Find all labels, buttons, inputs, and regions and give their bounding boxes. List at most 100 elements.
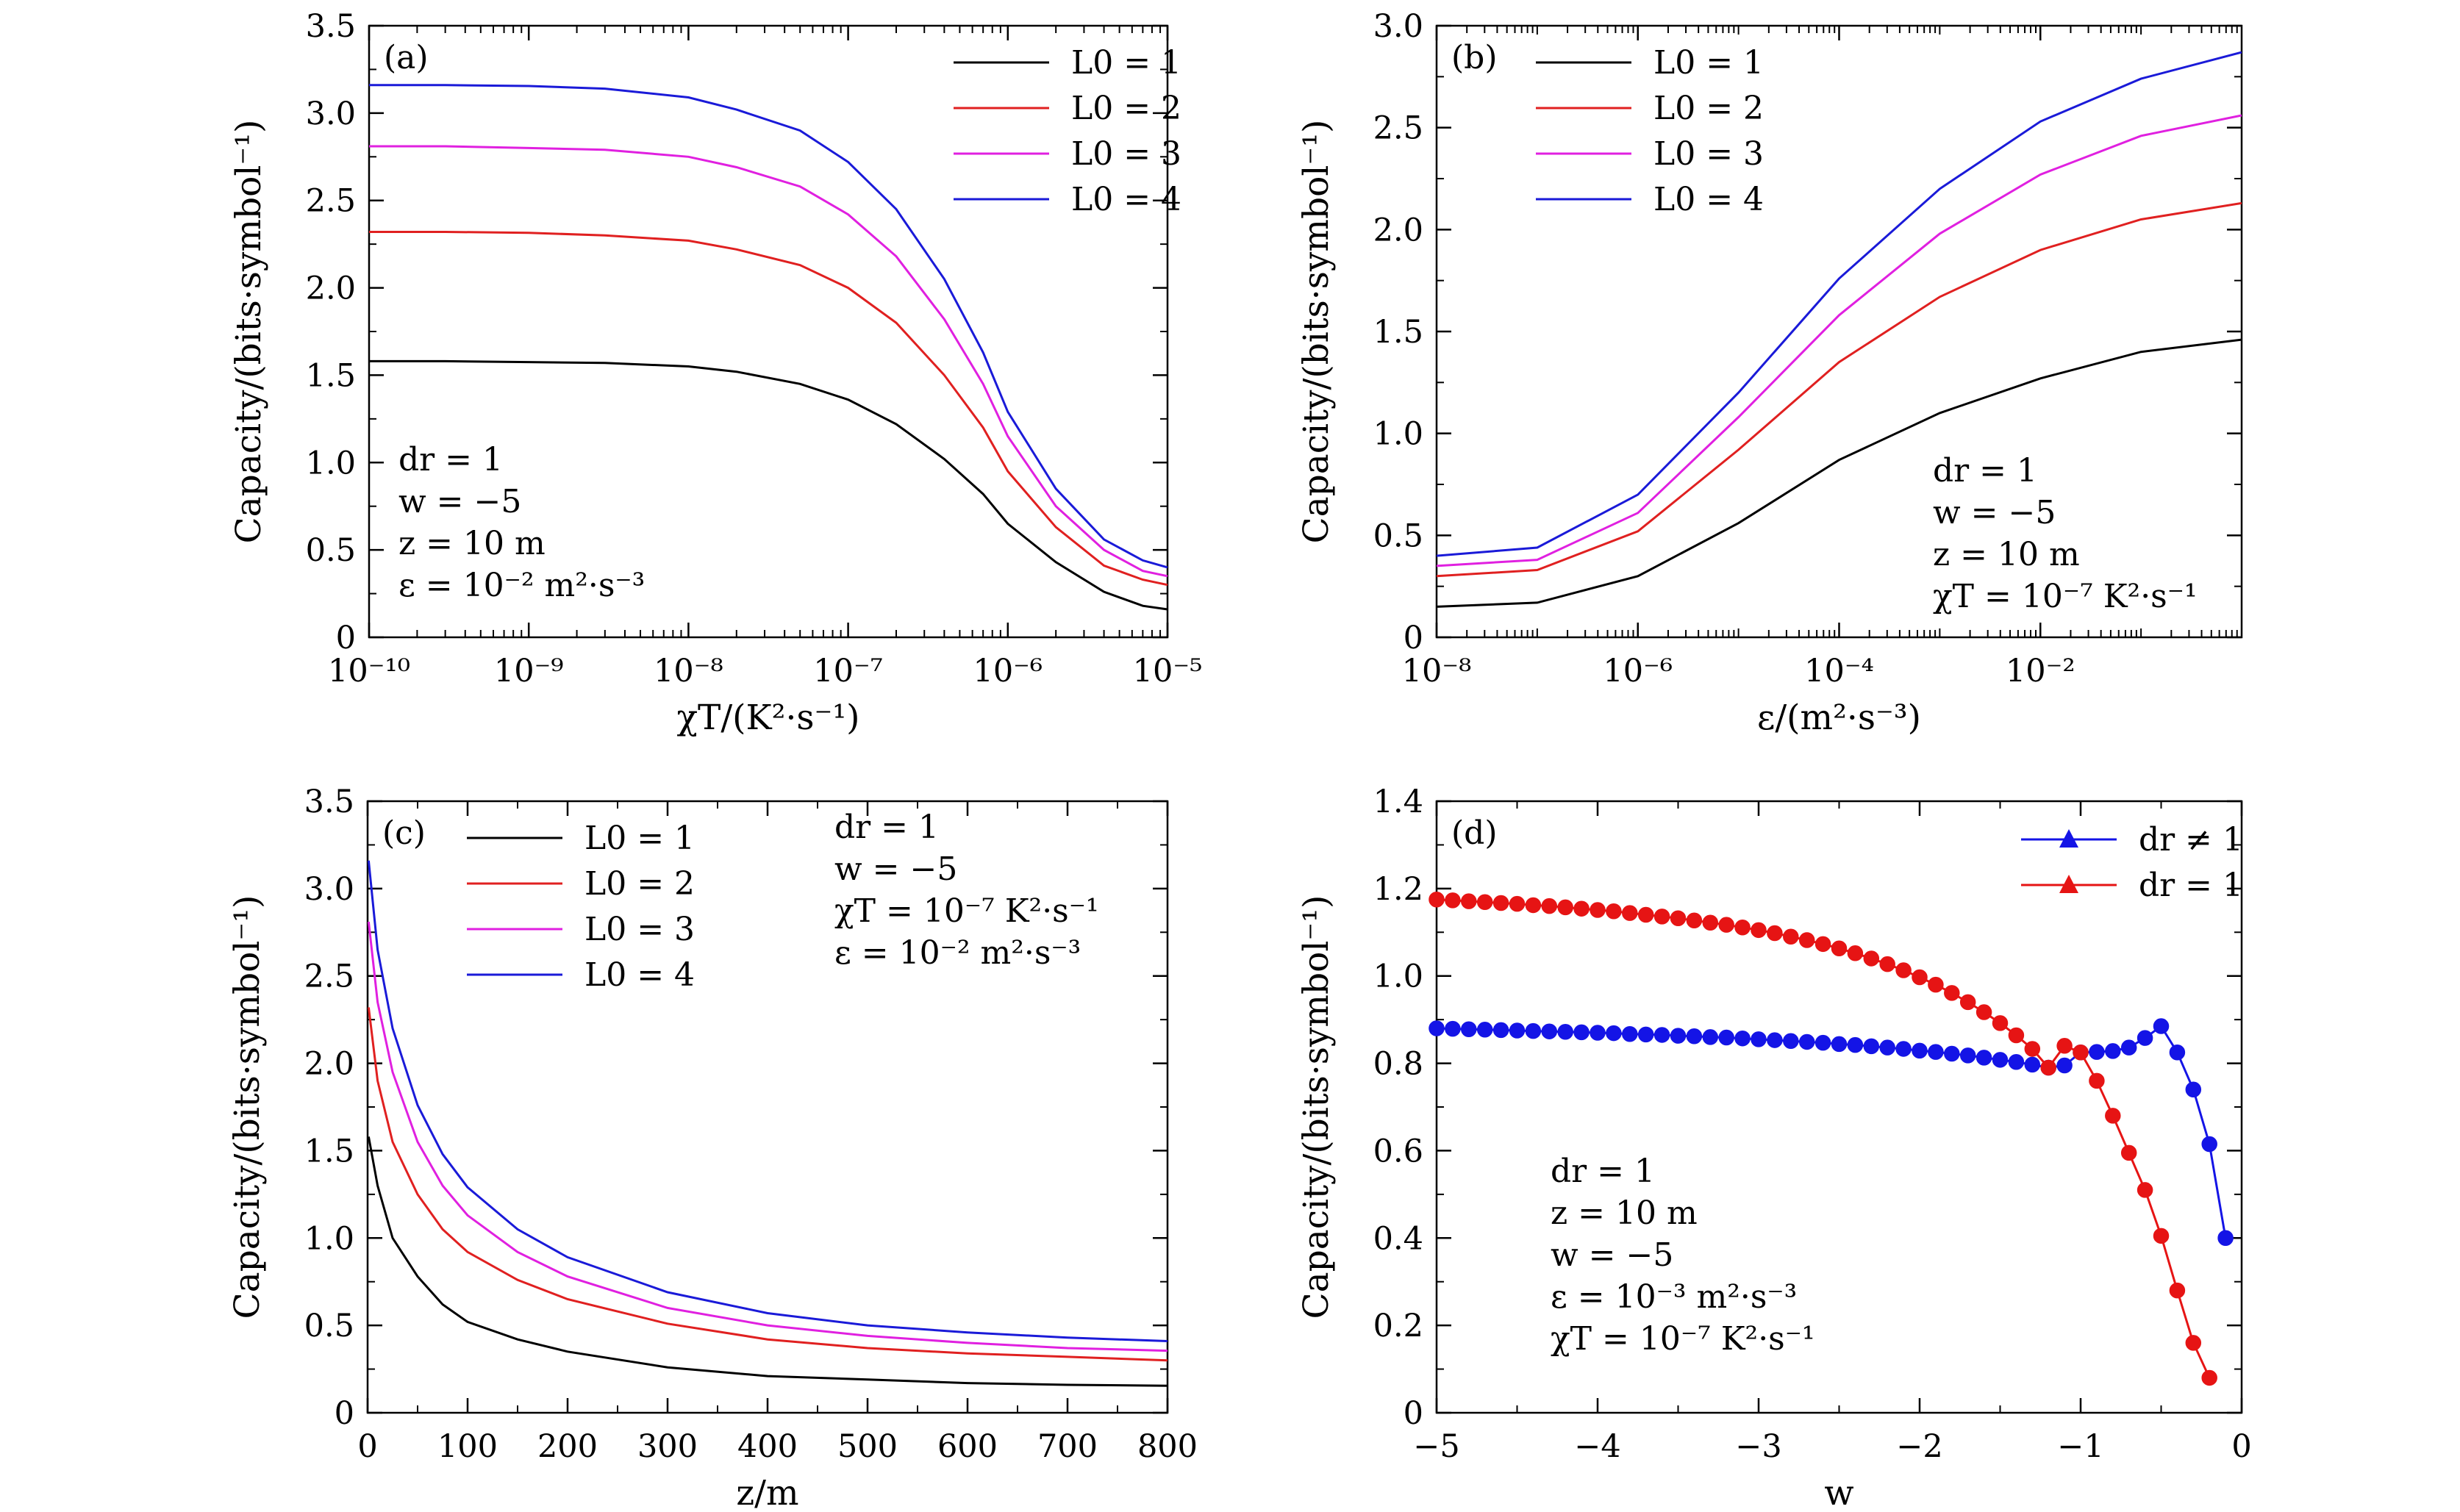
annotation-text: χT = 10⁻⁷ K²·s⁻¹ <box>1933 578 2198 615</box>
data-point <box>2120 1039 2137 1056</box>
series-line-L0-1 <box>1436 338 2242 608</box>
annotation-text: dr = 1 <box>398 441 503 479</box>
series-line-L0-4 <box>367 860 1168 1342</box>
legend-label: L0 = 4 <box>1071 181 1181 218</box>
legend-triangle-marker <box>2059 875 2078 893</box>
legend-label: dr ≠ 1 <box>2139 821 2243 859</box>
data-point <box>1637 906 1654 923</box>
panel-d: −5 −4 −3 −2 −1 0 0 0.2 0.4 0.6 0.8 1.0 1.2 1.4 w Capaci… <box>1296 784 2252 1512</box>
legend-label: L0 = 2 <box>1071 90 1181 127</box>
x-tick-label: 600 <box>937 1428 998 1465</box>
x-tick-label: 100 <box>437 1428 498 1465</box>
x-tick-label: 400 <box>737 1428 798 1465</box>
data-point <box>1557 899 1573 916</box>
legend-label: L0 = 3 <box>1071 135 1181 173</box>
data-point <box>1734 1030 1751 1047</box>
data-point <box>2105 1108 2121 1124</box>
legend-label: L0 = 4 <box>584 956 695 994</box>
series-line-L0-3 <box>367 921 1168 1352</box>
y-tick-label: 0.4 <box>1373 1220 1423 1257</box>
y-tick-label: 2.0 <box>306 270 356 307</box>
y-tick-label: 1.0 <box>306 445 356 481</box>
data-point <box>1734 919 1751 936</box>
legend-label: L0 = 4 <box>1653 181 1764 218</box>
annotation-text: w = −5 <box>1551 1236 1673 1274</box>
data-point <box>1831 940 1848 957</box>
y-tick-label: 0.8 <box>1373 1046 1423 1083</box>
y-tick-label: 0 <box>1404 620 1423 656</box>
data-point <box>2056 1038 2073 1054</box>
legend-label: L0 = 1 <box>584 820 695 857</box>
data-point <box>1863 950 1880 967</box>
data-point <box>1702 914 1719 931</box>
data-point <box>1718 917 1734 933</box>
data-point <box>1992 1052 2009 1068</box>
data-point <box>1429 891 1445 908</box>
annotation-text: dr = 1 <box>1551 1153 1655 1190</box>
data-point <box>1928 976 1944 993</box>
data-point <box>1959 994 1976 1011</box>
panel-tag: (c) <box>382 814 426 852</box>
y-tick-label: 2.5 <box>306 183 356 220</box>
x-tick-label: 10⁻⁵ <box>1133 653 1203 689</box>
panel-tag: (d) <box>1451 814 1498 852</box>
data-point <box>2056 1057 2073 1074</box>
data-point <box>1429 1020 1445 1036</box>
data-point <box>2008 1027 2025 1044</box>
annotation-text: dr = 1 <box>1933 452 2037 490</box>
y-tick-label: 1.5 <box>306 357 356 394</box>
data-point <box>1525 897 1542 914</box>
x-axis-label: z/m <box>736 1473 798 1512</box>
data-point <box>1653 909 1670 925</box>
data-point <box>1573 1024 1590 1041</box>
x-tick-label: 700 <box>1037 1428 1098 1465</box>
legend-label: L0 = 2 <box>1653 90 1764 127</box>
data-point <box>2137 1182 2153 1198</box>
data-point <box>1590 1025 1606 1041</box>
data-point <box>1863 1038 1880 1055</box>
y-tick-label: 0.5 <box>304 1308 354 1344</box>
y-tick-label: 2.5 <box>304 959 354 995</box>
data-point <box>1814 1034 1831 1051</box>
annotation-text: w = −5 <box>398 483 521 520</box>
data-point <box>1831 1036 1848 1053</box>
data-point <box>1492 895 1509 911</box>
data-point <box>2008 1054 2025 1070</box>
data-point <box>1847 1036 1864 1053</box>
legend-label: L0 = 3 <box>1653 135 1764 173</box>
x-axis-label: w <box>1824 1473 1853 1512</box>
x-axis-label: χT/(K²·s⁻¹) <box>677 698 860 738</box>
y-tick-label: 2.5 <box>1373 110 1423 147</box>
panel-a: 10⁻¹⁰ 10⁻⁹ 10⁻⁸ 10⁻⁷ 10⁻⁶ 10⁻⁵ 0 0.5 1.0 1.5 2.0 2.… <box>229 8 1202 738</box>
x-tick-label: −1 <box>2057 1428 2103 1465</box>
x-tick-label: 10⁻⁹ <box>494 653 564 689</box>
data-point <box>2089 1072 2105 1089</box>
y-tick-label: 3.0 <box>306 96 356 132</box>
y-axis-label: Capacity/(bits·symbol⁻¹) <box>1296 120 1337 544</box>
annotation-text: ε = 10⁻³ m²·s⁻³ <box>1551 1278 1797 1316</box>
data-point <box>2137 1030 2153 1046</box>
x-tick-label: 200 <box>537 1428 598 1465</box>
x-tick-label: 800 <box>1137 1428 1198 1465</box>
y-axis-label: Capacity/(bits·symbol⁻¹) <box>227 895 268 1319</box>
series-line-L0-4 <box>1436 51 2242 557</box>
panel-tag: (a) <box>384 39 429 76</box>
data-point <box>1622 905 1638 921</box>
data-point <box>1798 932 1815 948</box>
series-line-L0-3 <box>1436 114 2242 567</box>
data-point <box>1509 895 1526 912</box>
legend-label: L0 = 1 <box>1653 44 1764 82</box>
data-point <box>1686 912 1703 928</box>
y-tick-label: 3.5 <box>304 784 354 820</box>
y-axis-label: Capacity/(bits·symbol⁻¹) <box>1296 895 1337 1319</box>
data-point <box>1509 1022 1526 1039</box>
annotation-text: ε = 10⁻² m²·s⁻³ <box>398 567 645 604</box>
data-point <box>1637 1026 1654 1043</box>
series-line-L0-2 <box>367 1007 1168 1362</box>
y-tick-label: 1.5 <box>304 1133 354 1169</box>
series-line-L0-1 <box>369 359 1168 611</box>
data-point <box>2073 1044 2089 1061</box>
y-tick-label: 1.4 <box>1373 784 1423 820</box>
panel-c: 0 100 200 300 400 500 600 700 800 0 0.5 1.0 1.5 2.0 2.… <box>227 784 1198 1512</box>
